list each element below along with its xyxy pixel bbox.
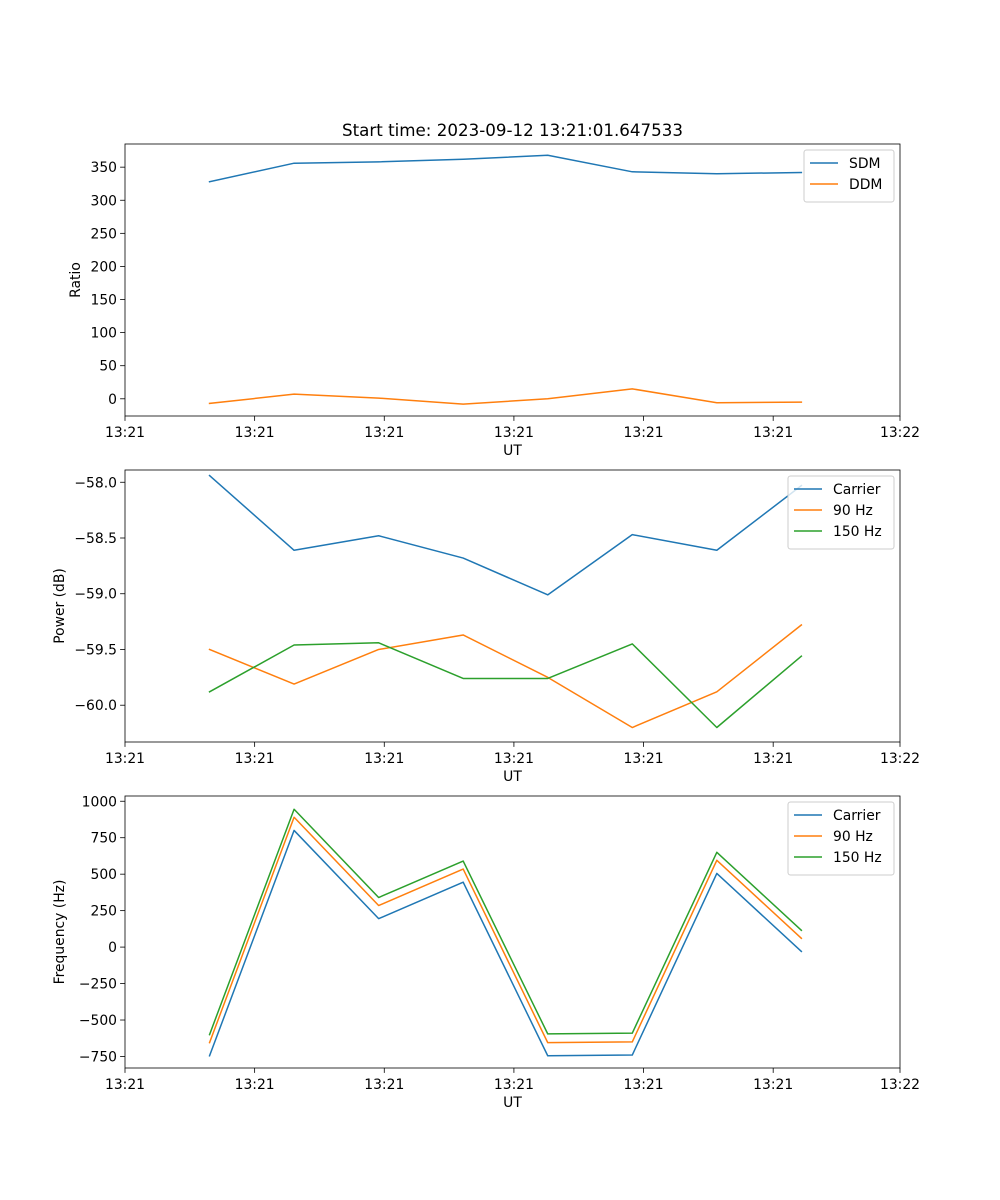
y-tick-label: −59.0 xyxy=(74,587,117,603)
series-line-carrier xyxy=(208,474,803,596)
y-axis-label: Power (dB) xyxy=(52,568,68,644)
x-tick-label: 13:21 xyxy=(235,425,275,441)
y-tick-label: 0 xyxy=(108,392,117,408)
y-tick-label: 300 xyxy=(90,193,117,209)
series-line-carrier xyxy=(208,829,803,1057)
x-tick-label: 13:21 xyxy=(105,425,145,441)
x-tick-label: 13:21 xyxy=(753,751,793,767)
x-tick-label: 13:21 xyxy=(364,1077,404,1093)
legend-label-90-hz: 90 Hz xyxy=(833,829,873,845)
x-tick-label: 13:21 xyxy=(753,1077,793,1093)
y-axis-label: Frequency (Hz) xyxy=(52,880,68,985)
y-tick-label: −59.5 xyxy=(74,642,117,658)
legend-label-150-hz: 150 Hz xyxy=(833,850,882,866)
x-tick-label: 13:21 xyxy=(494,751,534,767)
x-tick-label: 13:21 xyxy=(494,1077,534,1093)
x-axis-label: UT xyxy=(503,443,522,459)
y-tick-label: 500 xyxy=(90,867,117,883)
axes-frame xyxy=(124,143,901,417)
y-tick-label: 350 xyxy=(90,160,117,176)
power-panel: 13:21 13:21 13:21 13:21 13:21 13:21 13:22 −60.0… xyxy=(52,469,920,785)
figure-title: Start time: 2023-09-12 13:21:01.647533 xyxy=(342,120,683,140)
series-line-90-hz xyxy=(208,816,803,1044)
legend-label-carrier: Carrier xyxy=(833,482,881,498)
y-tick-label: −58.0 xyxy=(74,475,117,491)
y-tick-label: −58.5 xyxy=(74,531,117,547)
legend: SDM DDM xyxy=(803,149,895,203)
legend: Carrier 90 Hz 150 Hz xyxy=(787,475,895,550)
x-axis-label: UT xyxy=(503,769,522,785)
ratio-panel: 13:21 13:21 13:21 13:21 13:21 13:21 13:22 0 50 10… xyxy=(68,143,920,459)
y-axis-label: Ratio xyxy=(68,262,84,298)
x-tick-label: 13:22 xyxy=(880,1077,920,1093)
legend-label-sdm: SDM xyxy=(849,156,881,172)
axes-frame xyxy=(124,469,901,743)
x-tick-label: 13:22 xyxy=(880,425,920,441)
x-tick-label: 13:22 xyxy=(880,751,920,767)
frequency-panel: 13:21 13:21 13:21 13:21 13:21 13:21 13:22 −750 −… xyxy=(52,794,920,1111)
y-tick-label: 750 xyxy=(90,831,117,847)
x-tick-label: 13:21 xyxy=(364,425,404,441)
x-tick-label: 13:21 xyxy=(105,751,145,767)
x-tick-label: 13:21 xyxy=(624,425,664,441)
y-tick-label: −500 xyxy=(79,1013,117,1029)
y-tick-label: 1000 xyxy=(82,794,117,810)
x-tick-label: 13:21 xyxy=(494,425,534,441)
y-tick-label: 200 xyxy=(90,259,117,275)
series-line-sdm xyxy=(208,154,803,183)
legend: Carrier 90 Hz 150 Hz xyxy=(787,801,895,876)
y-tick-label: 0 xyxy=(108,940,117,956)
x-tick-label: 13:21 xyxy=(235,1077,275,1093)
series-line-90-hz xyxy=(208,623,803,729)
y-tick-label: 250 xyxy=(90,226,117,242)
x-tick-label: 13:21 xyxy=(364,751,404,767)
x-axis-label: UT xyxy=(503,1095,522,1111)
legend-label-90-hz: 90 Hz xyxy=(833,503,873,519)
series-line-150-hz xyxy=(208,642,803,729)
axes-frame xyxy=(124,795,901,1069)
y-tick-label: −750 xyxy=(79,1049,117,1065)
x-tick-label: 13:21 xyxy=(624,751,664,767)
x-tick-label: 13:21 xyxy=(235,751,275,767)
y-tick-label: 150 xyxy=(90,293,117,309)
series-line-150-hz xyxy=(208,808,803,1036)
y-tick-label: 50 xyxy=(99,359,117,375)
legend-label-ddm: DDM xyxy=(849,177,882,193)
y-tick-label: 100 xyxy=(90,326,117,342)
y-tick-label: 250 xyxy=(90,904,117,920)
x-tick-label: 13:21 xyxy=(753,425,793,441)
x-tick-label: 13:21 xyxy=(624,1077,664,1093)
y-tick-label: −60.0 xyxy=(74,698,117,714)
y-tick-label: −250 xyxy=(79,977,117,993)
legend-label-150-hz: 150 Hz xyxy=(833,524,882,540)
x-tick-label: 13:21 xyxy=(105,1077,145,1093)
series-line-ddm xyxy=(208,388,803,405)
legend-label-carrier: Carrier xyxy=(833,808,881,824)
